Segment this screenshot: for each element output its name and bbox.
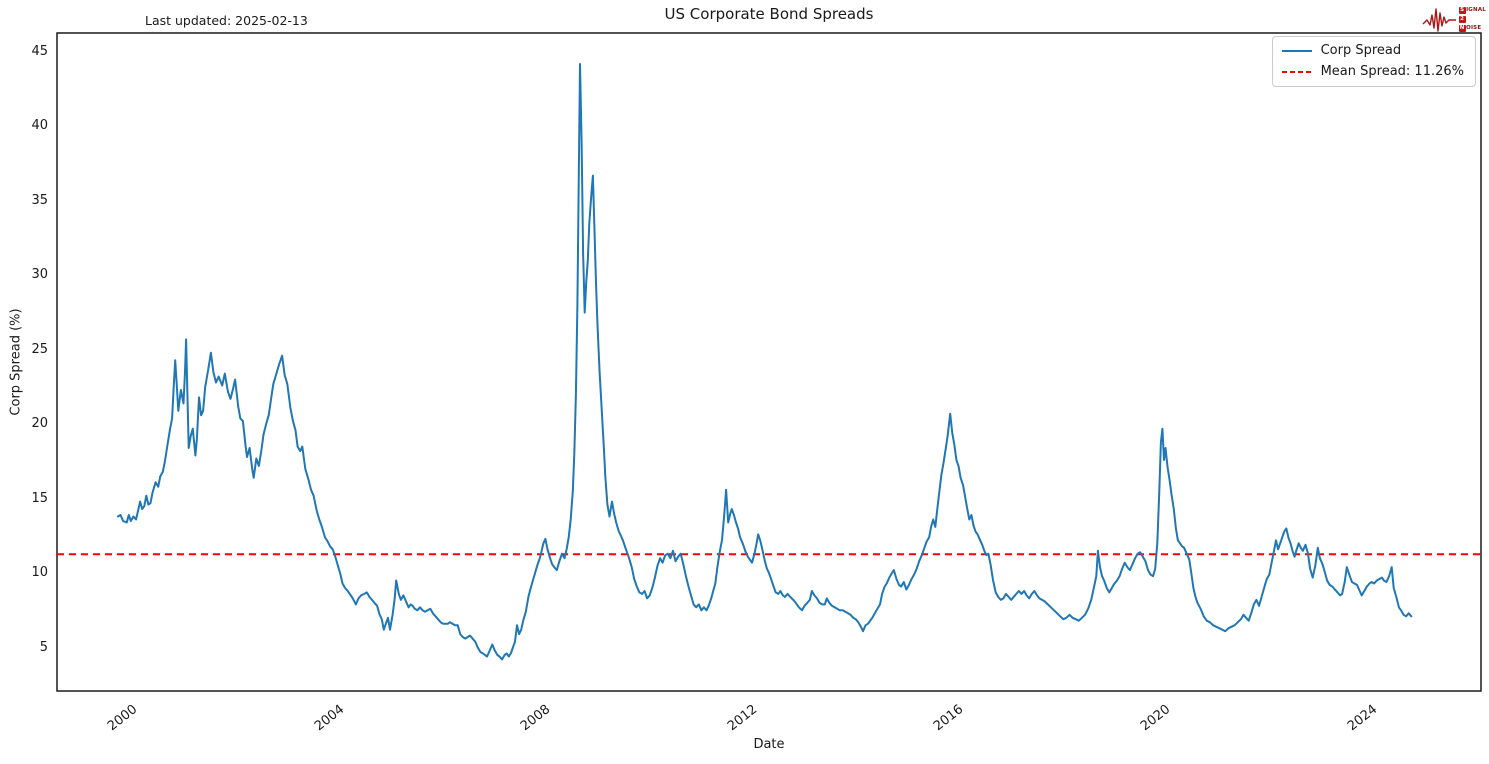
y-tick-label: 35 (31, 192, 48, 208)
legend-entry-mean-spread: Mean Spread: 11.26% (1281, 64, 1464, 79)
brand-letter-box: S (1458, 6, 1466, 14)
legend-solid-line-swatch (1281, 49, 1312, 52)
axes-frame (56, 32, 1482, 692)
last-updated-note: Last updated: 2025-02-13 (145, 13, 308, 28)
brand-letter-box: 2 (1458, 15, 1466, 23)
legend-label: Mean Spread: 11.26% (1320, 64, 1464, 79)
y-tick-label: 45 (31, 44, 48, 60)
y-tick-label: 5 (39, 639, 48, 655)
brand-line-signal: S IGNAL (1458, 6, 1486, 14)
brand-line-noise: N OISE (1458, 24, 1486, 32)
legend-label: Corp Spread (1320, 43, 1402, 58)
brand-logo: S IGNAL 2 N OISE (1422, 3, 1486, 35)
brand-text: S IGNAL 2 N OISE (1458, 6, 1486, 32)
y-tick-label: 15 (31, 490, 48, 506)
y-tick-label: 40 (31, 118, 48, 134)
y-tick-label: 30 (31, 267, 48, 283)
x-axis-label: Date (753, 737, 785, 752)
brand-waveform-icon (1422, 8, 1456, 32)
legend-dashed-line-swatch (1281, 70, 1312, 73)
y-tick-label: 20 (31, 416, 48, 432)
brand-letter-rest: IGNAL (1466, 7, 1486, 13)
brand-letter-rest: OISE (1466, 25, 1482, 31)
y-tick-label: 25 (31, 341, 48, 357)
legend-entry-corp-spread: Corp Spread (1281, 43, 1464, 58)
chart-title: US Corporate Bond Spreads (664, 5, 874, 23)
y-tick-label: 10 (31, 565, 48, 581)
legend: Corp Spread Mean Spread: 11.26% (1271, 36, 1476, 87)
y-axis-label: Corp Spread (%) (8, 308, 24, 416)
brand-line-2: 2 (1458, 15, 1486, 23)
corp-spread-line (116, 63, 1413, 661)
brand-letter-box: N (1458, 24, 1466, 32)
